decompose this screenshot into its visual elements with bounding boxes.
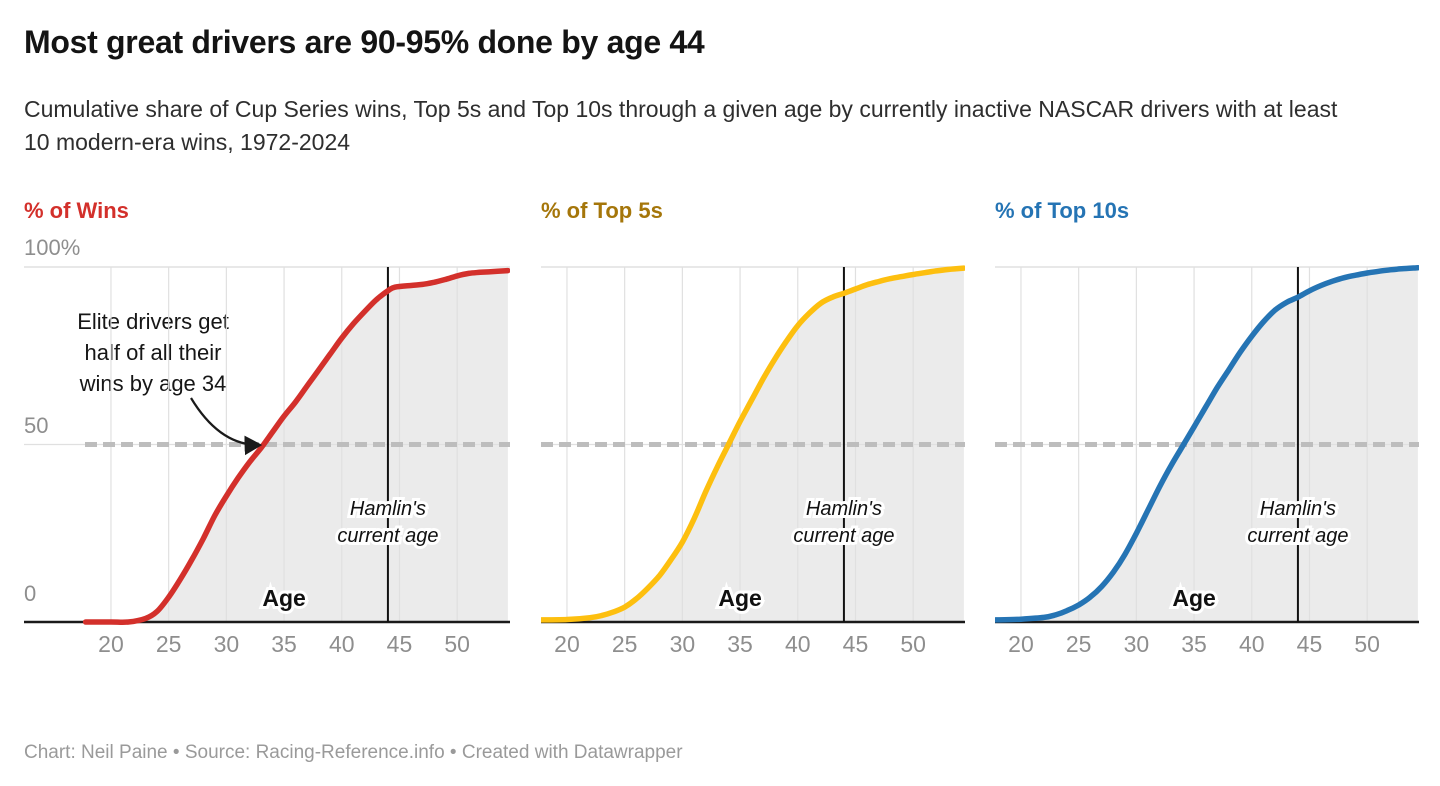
top10s-chart-svg: 20 25 30 35 40 45 50 Age Hamlin's current age bbox=[995, 264, 1419, 657]
panel-header-top10s: % of Top 10s bbox=[995, 198, 1130, 223]
x-tick-50: 50 bbox=[900, 631, 926, 657]
wins-area-fill bbox=[85, 270, 508, 623]
panel-header-top5s: % of Top 5s bbox=[541, 198, 663, 223]
x-tick-30: 30 bbox=[1124, 631, 1150, 657]
x-tick-35: 35 bbox=[1181, 631, 1207, 657]
y-tick-100: 100% bbox=[24, 235, 81, 260]
reference-line-label: Hamlin's bbox=[806, 498, 882, 520]
x-tick-35: 35 bbox=[271, 631, 297, 657]
x-tick-50: 50 bbox=[444, 631, 470, 657]
x-axis-label-age: Age bbox=[262, 585, 305, 611]
curve-top5s bbox=[541, 265, 965, 623]
reference-line-label: Hamlin's bbox=[1260, 498, 1336, 520]
x-tick-25: 25 bbox=[612, 631, 638, 657]
annotation-arrow bbox=[190, 397, 263, 456]
x-tick-30: 30 bbox=[670, 631, 696, 657]
x-axis-label-age: Age bbox=[1172, 585, 1215, 611]
chart-footer: Chart: Neil Paine • Source: Racing-Refer… bbox=[24, 742, 683, 763]
curve-top10s bbox=[995, 264, 1419, 623]
x-tick-45: 45 bbox=[843, 631, 869, 657]
curve-wins bbox=[82, 267, 510, 626]
annotation-line-3: wins by age 34 bbox=[79, 371, 227, 396]
reference-line-label: current age bbox=[337, 525, 438, 547]
reference-line-label: current age bbox=[793, 525, 894, 547]
chart-subtitle: Cumulative share of Cup Series wins, Top… bbox=[24, 96, 1338, 155]
x-tick-25: 25 bbox=[156, 631, 182, 657]
x-tick-20: 20 bbox=[98, 631, 124, 657]
x-axis-label-age: Age bbox=[718, 585, 761, 611]
x-tick-25: 25 bbox=[1066, 631, 1092, 657]
x-tick-50: 50 bbox=[1354, 631, 1380, 657]
x-tick-40: 40 bbox=[329, 631, 355, 657]
chart-title: Most great drivers are 90-95% done by ag… bbox=[24, 24, 705, 60]
x-tick-20: 20 bbox=[1008, 631, 1034, 657]
x-tick-40: 40 bbox=[785, 631, 811, 657]
annotation-line-1: Elite drivers get bbox=[77, 309, 229, 334]
top5s-chart-svg: 20 25 30 35 40 45 50 Age Hamlin's current age bbox=[541, 265, 965, 657]
x-tick-30: 30 bbox=[214, 631, 240, 657]
x-tick-40: 40 bbox=[1239, 631, 1265, 657]
y-tick-50: 50 bbox=[24, 413, 49, 438]
wins-chart-svg: 20 25 30 35 40 45 50 Age Hamlin's current age bbox=[24, 266, 510, 657]
reference-line-label: Hamlin's bbox=[350, 498, 426, 520]
reference-line-label: current age bbox=[1247, 525, 1348, 547]
x-tick-35: 35 bbox=[727, 631, 753, 657]
panel-header-wins: % of Wins bbox=[24, 198, 129, 223]
annotation-elite-drivers: Elite drivers get half of all their wins… bbox=[48, 306, 258, 399]
annotation-line-2: half of all their bbox=[84, 340, 222, 365]
x-tick-20: 20 bbox=[554, 631, 580, 657]
x-tick-45: 45 bbox=[1297, 631, 1323, 657]
y-tick-0: 0 bbox=[24, 581, 37, 606]
x-tick-45: 45 bbox=[387, 631, 413, 657]
